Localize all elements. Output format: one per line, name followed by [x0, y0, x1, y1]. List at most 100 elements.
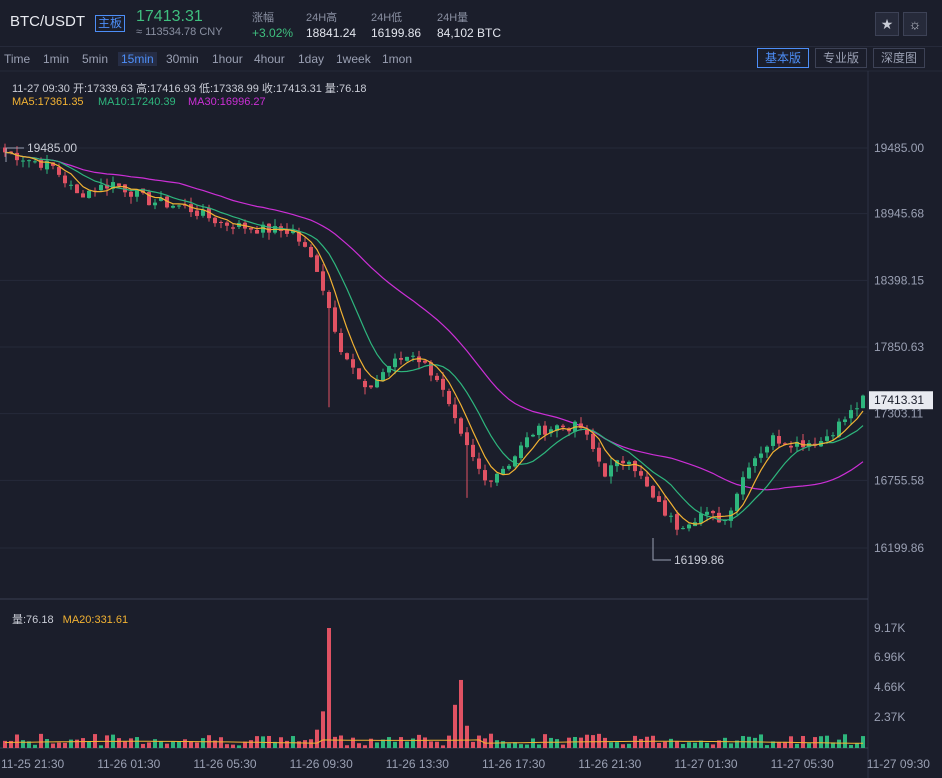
timeframe-5min[interactable]: 5min: [82, 52, 109, 66]
volume-bar: [231, 744, 235, 748]
high-marker-label: 19485.00: [27, 141, 77, 155]
volume-bar: [285, 740, 289, 748]
candle-body: [429, 362, 433, 376]
ma30-label: MA30:16996.27: [188, 96, 266, 108]
candle-body: [345, 353, 349, 360]
timeframe-1min[interactable]: 1min: [43, 52, 70, 66]
candle-body: [831, 435, 835, 437]
volume-bars: [3, 628, 865, 748]
volume-bar: [855, 743, 859, 748]
timeframe-4hour[interactable]: 4hour: [254, 52, 285, 66]
stat-label: 涨幅: [252, 12, 274, 24]
candle-body: [423, 360, 427, 363]
candle-body: [471, 444, 475, 457]
candle-body: [195, 210, 199, 216]
candle-body: [465, 432, 469, 446]
volume-bar: [183, 739, 187, 748]
candle-body: [783, 443, 787, 445]
volume-bar: [441, 745, 445, 748]
candle-body: [501, 468, 505, 475]
volume-bar: [681, 743, 685, 748]
pro-view-button[interactable]: 专业版: [815, 48, 868, 68]
ohlc-info: 11-27 09:30 开:17339.63 高:17416.93 低:1733…: [12, 83, 367, 95]
low-marker-line: [652, 538, 671, 561]
volume-bar: [201, 738, 205, 748]
volume-bar: [387, 737, 391, 748]
candle-body: [645, 476, 649, 487]
depth-chart-button[interactable]: 深度图: [873, 48, 926, 68]
volume-bar: [141, 743, 145, 748]
volume-bar: [723, 737, 727, 748]
timeframe-1hour[interactable]: 1hour: [212, 52, 243, 66]
price-tick-label: 16199.86: [874, 541, 924, 555]
volume-bar: [507, 743, 511, 748]
volume-bar: [573, 736, 577, 748]
candle-body: [663, 500, 667, 516]
candle-body: [801, 440, 805, 448]
stat-label: 24H低: [371, 12, 403, 24]
volume-bar: [825, 735, 829, 748]
volume-bar: [453, 704, 457, 748]
candle-body: [837, 421, 841, 437]
volume-bar: [597, 733, 601, 748]
candle-body: [753, 458, 757, 466]
candle-body: [711, 510, 715, 514]
candle-body: [609, 465, 613, 477]
volume-tick-label: 2.37K: [874, 710, 905, 724]
candle-body: [117, 183, 121, 186]
volume-bar: [603, 737, 607, 748]
volume-bar: [567, 737, 571, 748]
axes: 19485.00 18945.68 18398.15 17850.63 17303.11…: [1, 141, 933, 771]
star-icon[interactable]: ★: [875, 12, 899, 36]
volume-bar: [369, 738, 373, 748]
candle-body: [327, 292, 331, 309]
candle-body: [171, 205, 175, 208]
ma10-path: [4, 151, 864, 521]
candle-body: [165, 196, 169, 208]
candle-body: [15, 152, 19, 161]
timeframe-15min[interactable]: 15min: [118, 52, 157, 66]
volume-label: 量:76.18: [12, 614, 54, 626]
volume-bar: [513, 742, 517, 748]
volume-bar: [429, 741, 433, 748]
candle-body: [453, 404, 457, 419]
current-price-tag: [869, 391, 933, 410]
volume-bar: [357, 743, 361, 748]
candle-body: [309, 246, 313, 258]
volume-bar: [51, 743, 55, 748]
candle-body: [405, 356, 409, 361]
timeframe-1day[interactable]: 1day: [298, 52, 325, 66]
timeframe-1week[interactable]: 1week: [336, 52, 371, 66]
candle-body: [735, 493, 739, 512]
volume-bar: [465, 725, 469, 748]
volume-bar: [843, 734, 847, 748]
candle-body: [291, 230, 295, 234]
volume-bar: [315, 729, 319, 748]
volume-bar: [345, 745, 349, 748]
candle-body: [675, 514, 679, 530]
volume-bar: [849, 744, 853, 748]
candle-body: [177, 205, 181, 207]
time-tick-label: 11-26 05:30: [193, 757, 256, 771]
volume-bar: [327, 628, 331, 748]
candle-body: [681, 528, 685, 530]
candle-body: [537, 425, 541, 436]
candle-body: [411, 355, 415, 357]
sun-icon[interactable]: ☼: [903, 12, 927, 36]
volume-bar: [471, 741, 475, 748]
timeframe-1mon[interactable]: 1mon: [382, 52, 413, 66]
volume-bar: [417, 734, 421, 748]
timeframe-time[interactable]: Time: [4, 52, 31, 66]
timeframe-30min[interactable]: 30min: [166, 52, 199, 66]
volume-bar: [669, 738, 673, 748]
volume-tick-label: 4.66K: [874, 680, 905, 694]
candle-body: [651, 485, 655, 498]
price-tick-label: 18398.15: [874, 273, 924, 287]
board-tag: 主板: [95, 15, 126, 32]
volume-bar: [423, 737, 427, 748]
basic-view-button[interactable]: 基本版: [757, 48, 810, 68]
candle-body: [507, 465, 511, 469]
trading-pair[interactable]: BTC/USDT: [10, 13, 85, 30]
volume-bar: [717, 740, 721, 748]
